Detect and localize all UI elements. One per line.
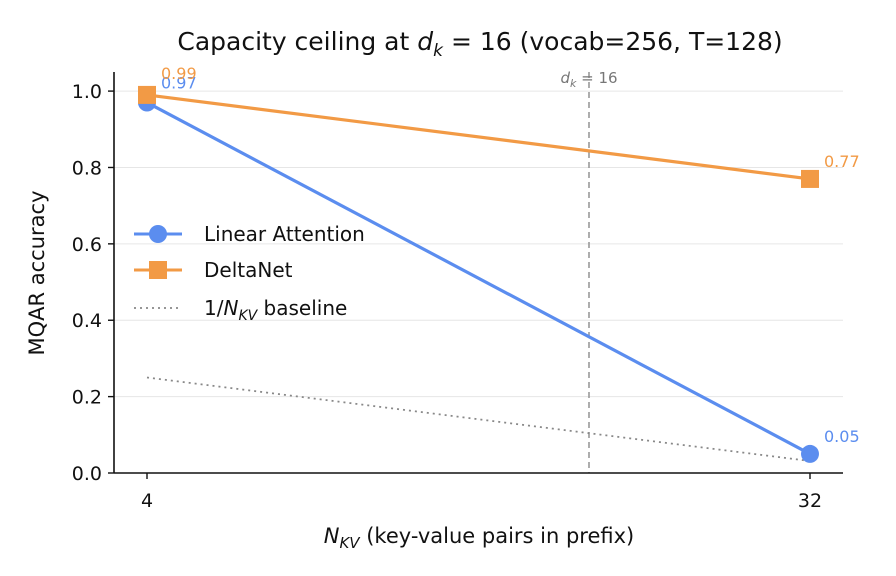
data-label-deltanet: 0.99 [161, 64, 197, 83]
legend-label-linear-attention: Linear Attention [204, 222, 365, 246]
title-var-sub: k [433, 41, 444, 61]
series-layer: 0.97 0.05 0.99 0.77 [138, 64, 860, 463]
data-label-linear-attention: 0.05 [824, 427, 860, 446]
legend-baseline-var-sub: KV [238, 308, 258, 324]
data-label-linear-attention: 0.97 [161, 74, 197, 93]
title-eq: = 16 [443, 27, 512, 56]
vline-label-eq: = 16 [576, 69, 617, 87]
legend: Linear Attention DeltaNet 1/NKV baseline [134, 222, 365, 324]
legend-marker-linear-attention [149, 225, 167, 243]
xlabel-var: N [324, 524, 340, 548]
title-suffix: (vocab=256, T=128) [512, 27, 783, 56]
y-axis-label: MQAR accuracy [25, 190, 49, 355]
xlabel-var-sub: KV [339, 534, 361, 552]
series-line-deltanet [146, 93, 811, 181]
legend-label-deltanet: DeltaNet [204, 258, 293, 282]
data-point-deltanet [138, 85, 156, 104]
x-axis-label: NKV (key-value pairs in prefix) [324, 524, 635, 552]
x-tick-label: 4 [141, 490, 153, 512]
x-tick-label: 32 [798, 490, 822, 512]
chart-title: Capacity ceiling at dk = 16 (vocab=256, … [177, 27, 782, 61]
y-tick-label: 1.0 [72, 81, 102, 103]
y-tick-label: 0.0 [72, 463, 102, 485]
xlabel-suffix: (key-value pairs in prefix) [360, 524, 635, 548]
title-prefix: Capacity ceiling at [177, 27, 417, 56]
x-ticks: 4 32 [141, 473, 822, 512]
y-ticks: 0.0 0.2 0.4 0.6 0.8 1.0 [72, 81, 114, 485]
y-tick-label: 0.2 [72, 387, 102, 409]
data-point-linear-attention [801, 444, 819, 463]
legend-baseline-prefix: 1/ [204, 296, 224, 320]
legend-baseline-suffix: baseline [257, 296, 347, 320]
y-tick-label: 0.6 [72, 234, 102, 256]
vline-label-var: d [560, 69, 570, 87]
data-label-deltanet: 0.77 [824, 152, 860, 171]
dk-reference-label: dk = 16 [560, 69, 617, 90]
vline-label-sub: k [570, 77, 577, 90]
legend-label-baseline: 1/NKV baseline [204, 296, 347, 324]
legend-marker-deltanet [149, 261, 167, 279]
baseline-line [146, 376, 811, 462]
series-line-linear-attention [146, 101, 811, 456]
data-point-deltanet [801, 169, 819, 188]
y-tick-label: 0.4 [72, 310, 102, 332]
y-tick-label: 0.8 [72, 157, 102, 179]
title-var: d [417, 27, 433, 56]
legend-baseline-var: N [223, 296, 238, 320]
